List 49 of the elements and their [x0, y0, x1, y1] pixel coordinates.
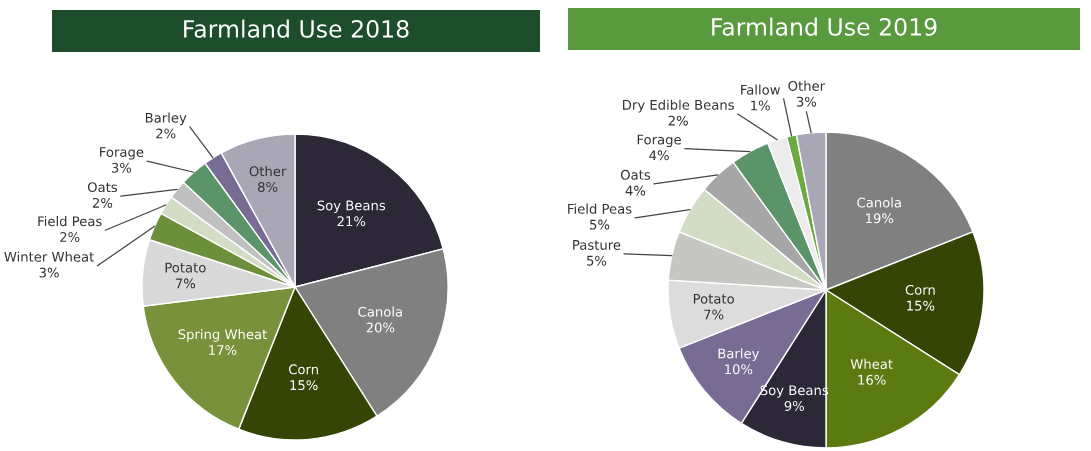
data-label: 7% — [175, 278, 196, 289]
data-label: 2% — [60, 232, 80, 242]
data-label: 20% — [366, 322, 395, 333]
slice-label: Corn — [288, 364, 318, 375]
data-label: 2% — [156, 128, 176, 139]
slice-label: Canola — [857, 197, 901, 208]
slice-label: Potato — [693, 293, 734, 304]
slice-label: Other — [249, 166, 287, 177]
slice-label: Oats — [87, 182, 118, 193]
data-label: 3% — [39, 267, 59, 278]
data-label: 5% — [587, 255, 607, 266]
data-label: 4% — [649, 150, 669, 161]
slice-label: Field Peas — [38, 215, 102, 227]
slice-label: Oats — [620, 169, 651, 180]
data-label: 3% — [111, 162, 132, 173]
data-label: 4% — [625, 185, 646, 196]
data-label: 21% — [337, 216, 366, 227]
slice-label: Winter Wheat — [4, 251, 94, 262]
slice-label: Other — [788, 80, 826, 91]
data-label: 17% — [209, 345, 237, 355]
slice-label: Fallow — [741, 84, 780, 95]
data-label: 1% — [751, 100, 770, 111]
data-label: 5% — [590, 219, 610, 230]
data-label: 9% — [784, 400, 804, 411]
slice-label: Corn — [905, 284, 935, 295]
slice-label: Canola — [358, 306, 402, 317]
data-label: 7% — [704, 309, 724, 320]
slice-label: Spring Wheat — [178, 328, 267, 342]
data-label: 10% — [725, 364, 753, 375]
slice-label: Soy Beans — [317, 200, 386, 213]
data-label: 2% — [92, 197, 113, 208]
chart-title: Farmland Use 2019 — [712, 17, 937, 36]
data-label: 15% — [290, 380, 318, 391]
slice-label: Field Peas — [568, 203, 632, 214]
slice-label: Barley — [718, 348, 760, 362]
slice-label: Potato — [165, 262, 206, 273]
slice-label: Dry Edible Beans — [623, 99, 734, 113]
slice-label: Pasture — [573, 240, 621, 250]
data-label: 15% — [907, 300, 935, 311]
slice-label: Forage — [100, 147, 144, 160]
data-label: 3% — [796, 96, 817, 107]
slice-label: Forage — [637, 134, 681, 148]
data-label: 2% — [668, 115, 688, 126]
slice-label: Barley — [145, 112, 187, 126]
data-label: 8% — [258, 182, 278, 193]
slice-label: Wheat — [850, 358, 893, 370]
chart-title: Farmland Use 2018 — [184, 19, 409, 38]
data-label: 16% — [858, 374, 886, 385]
data-label: 19% — [866, 213, 894, 224]
